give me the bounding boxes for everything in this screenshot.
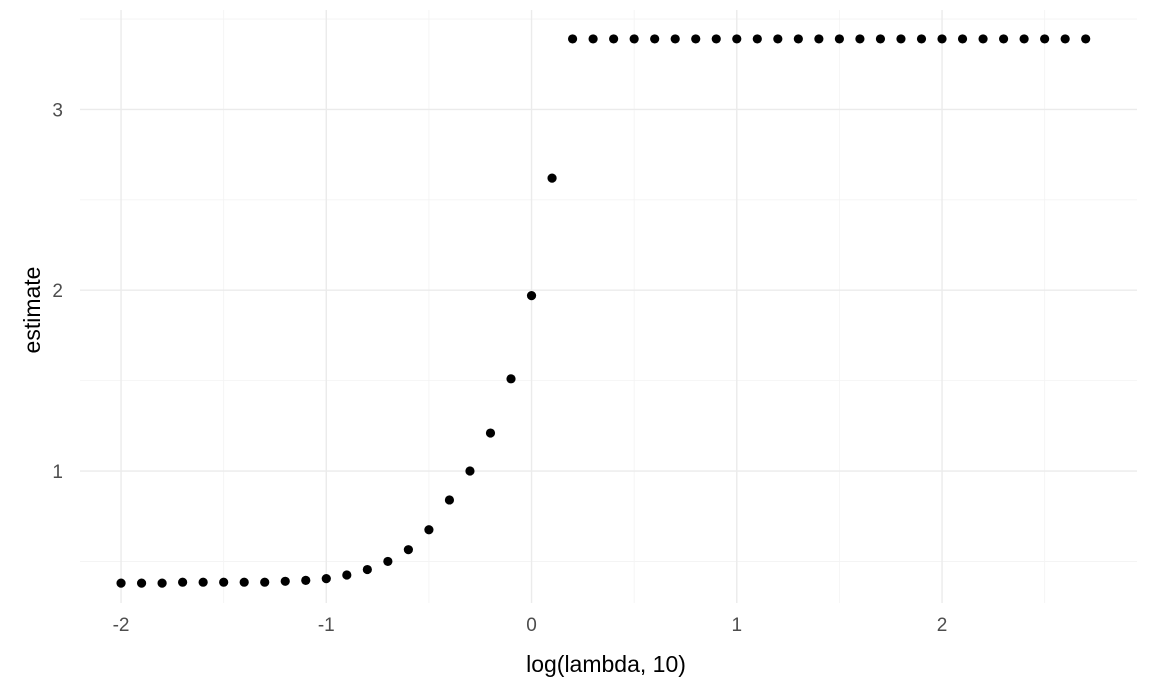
- data-point: [219, 577, 229, 587]
- data-point: [362, 564, 372, 575]
- data-point: [793, 34, 803, 44]
- data-point: [116, 578, 126, 588]
- data-point: [1060, 34, 1070, 44]
- data-point: [260, 577, 270, 587]
- data-point: [711, 34, 721, 44]
- data-point: [875, 34, 886, 44]
- data-point: [670, 34, 680, 44]
- x-tick-label: -1: [318, 615, 335, 636]
- x-tick-label: 2: [937, 615, 948, 636]
- data-point: [691, 34, 701, 44]
- data-point: [650, 34, 660, 44]
- data-point: [383, 556, 393, 567]
- data-point: [178, 577, 188, 587]
- x-tick-labels: -2 -1 0 1 2: [113, 615, 948, 636]
- data-point: [136, 578, 147, 588]
- y-tick-label: 1: [52, 462, 63, 483]
- data-point: [916, 34, 927, 44]
- data-point: [342, 570, 352, 580]
- y-tick-label: 2: [52, 281, 63, 302]
- data-point: [1081, 34, 1091, 44]
- data-point: [834, 34, 844, 44]
- data-point: [896, 34, 906, 44]
- y-tick-labels: 1 2 3: [52, 100, 63, 483]
- data-point: [321, 573, 331, 584]
- data-point: [444, 495, 455, 505]
- data-point: [567, 34, 578, 44]
- y-tick-label: 3: [52, 100, 63, 121]
- data-points: [116, 34, 1091, 588]
- data-point: [198, 577, 208, 587]
- data-point: [506, 374, 516, 384]
- data-point: [239, 577, 249, 587]
- data-point: [855, 34, 865, 44]
- data-point: [588, 34, 598, 44]
- data-point: [403, 545, 413, 555]
- data-point: [998, 34, 1009, 44]
- x-axis-title: log(lambda, 10): [526, 651, 686, 677]
- grid: [80, 10, 1137, 603]
- data-point: [547, 173, 557, 183]
- data-point: [629, 34, 639, 44]
- data-point: [526, 291, 537, 301]
- data-point: [1019, 34, 1029, 44]
- data-point: [773, 34, 783, 44]
- data-point: [732, 34, 742, 44]
- data-point: [157, 578, 167, 588]
- data-point: [752, 34, 762, 44]
- data-point: [957, 34, 968, 44]
- data-point: [301, 575, 311, 586]
- data-point: [280, 576, 290, 586]
- y-axis-title: estimate: [19, 267, 45, 354]
- data-point: [937, 34, 947, 44]
- data-point: [1040, 34, 1050, 44]
- data-point: [485, 428, 496, 438]
- data-point: [609, 34, 619, 44]
- x-tick-label: -2: [113, 615, 130, 636]
- data-point: [465, 466, 475, 476]
- x-tick-label: 0: [526, 615, 537, 636]
- data-point: [814, 34, 824, 44]
- x-tick-label: 1: [731, 615, 742, 636]
- data-point: [424, 525, 434, 535]
- data-point: [978, 34, 988, 44]
